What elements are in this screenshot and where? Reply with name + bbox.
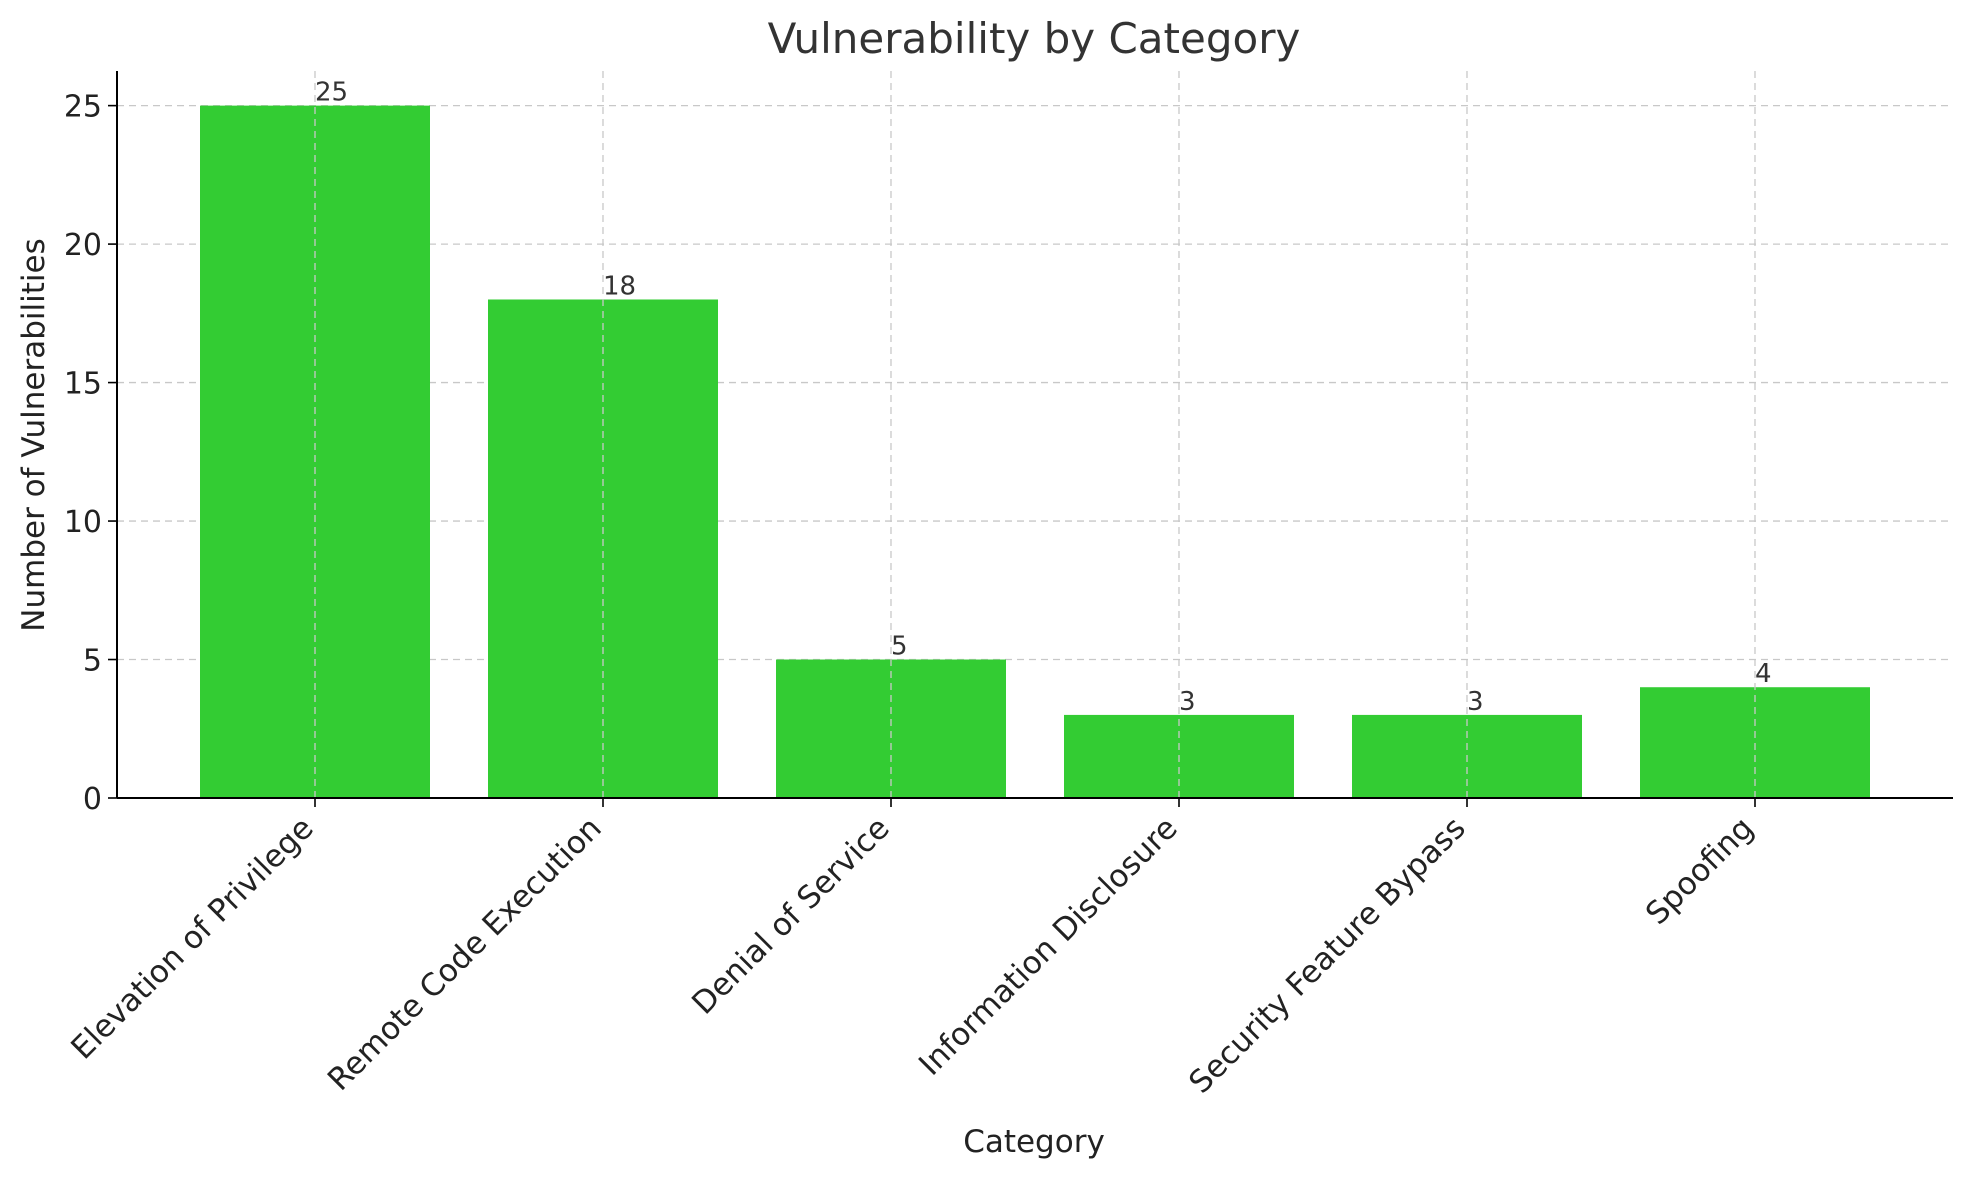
y-tick-label: 0 — [83, 782, 102, 817]
data-label: 3 — [1179, 687, 1196, 717]
bar — [488, 299, 718, 798]
category-label: Information Disclosure — [912, 810, 1185, 1083]
y-tick-label: 25 — [64, 90, 102, 125]
category-label: Spoofing — [1639, 810, 1761, 932]
category-label: Remote Code Execution — [321, 810, 609, 1098]
bar — [776, 659, 1006, 798]
axes — [108, 71, 1953, 807]
category-label: Security Feature Bypass — [1182, 810, 1472, 1100]
data-label: 18 — [603, 271, 636, 301]
y-axis-label: Number of Vulnerabilities — [16, 238, 52, 631]
y-tick-label: 15 — [64, 367, 102, 402]
category-label: Denial of Service — [685, 810, 896, 1021]
chart-title: Vulnerability by Category — [768, 14, 1301, 63]
bars — [200, 105, 1870, 799]
data-label: 4 — [1755, 659, 1772, 689]
category-label: Elevation of Privilege — [64, 810, 320, 1066]
data-label: 5 — [891, 632, 908, 662]
data-label: 25 — [315, 78, 348, 108]
grid-lines-overlay — [314, 71, 1756, 798]
y-tick-label: 5 — [83, 644, 102, 679]
y-tick-label: 10 — [64, 505, 102, 540]
data-label: 3 — [1467, 687, 1484, 717]
y-tick-label: 20 — [64, 228, 102, 263]
x-axis-label: Category — [963, 1124, 1105, 1160]
